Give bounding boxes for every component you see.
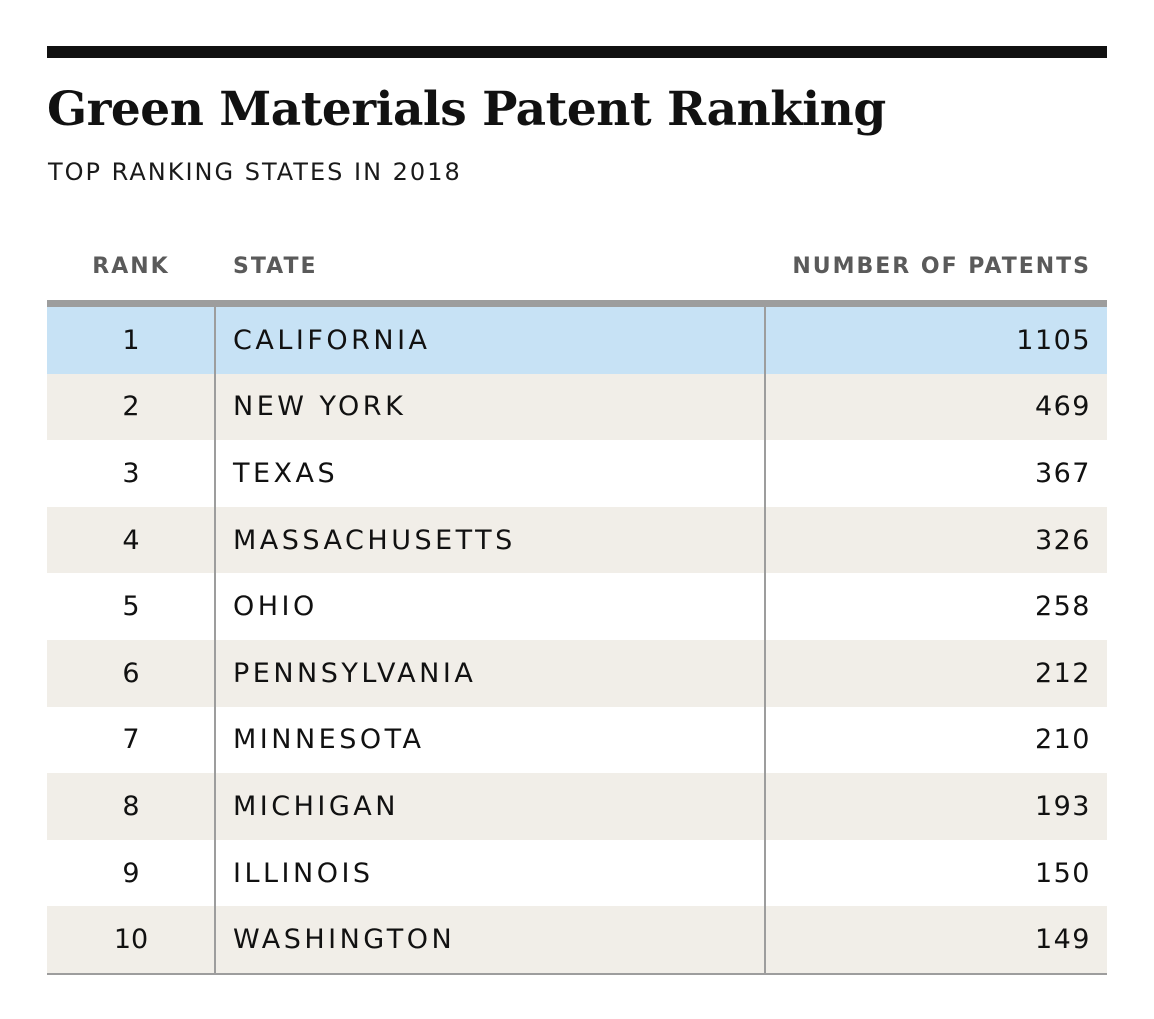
table-row: 1 CALIFORNIA 1105 — [47, 307, 1107, 374]
rank-cell: 1 — [122, 324, 140, 356]
state-cell: WASHINGTON — [233, 924, 456, 956]
table-row: 3 TEXAS 367 — [47, 440, 1107, 507]
rank-cell: 10 — [113, 924, 149, 956]
state-cell: MINNESOTA — [233, 724, 425, 756]
patents-cell: 258 — [1034, 591, 1091, 623]
top-rule — [47, 46, 1107, 58]
table-row: 8 MICHIGAN 193 — [47, 773, 1107, 840]
table-body: 1 CALIFORNIA 1105 2 NEW YORK 469 3 TEXAS 367 4 MAS… — [47, 307, 1107, 973]
state-cell: ILLINOIS — [233, 857, 374, 889]
rank-cell: 6 — [122, 657, 140, 689]
column-header-rank: RANK — [92, 254, 170, 279]
table-row: 9 ILLINOIS 150 — [47, 839, 1107, 907]
column-divider-state-patents — [764, 307, 766, 973]
state-cell: NEW YORK — [233, 391, 407, 423]
state-cell: CALIFORNIA — [233, 324, 431, 356]
rank-cell: 3 — [122, 457, 140, 489]
state-cell: OHIO — [233, 591, 318, 623]
table-header: RANK STATE NUMBER OF PATENTS — [47, 240, 1107, 300]
header-rule — [47, 300, 1107, 307]
table-row: 2 NEW YORK 469 — [47, 373, 1107, 441]
patents-cell: 367 — [1034, 457, 1091, 489]
state-cell: MICHIGAN — [233, 790, 399, 822]
state-cell: MASSACHUSETTS — [233, 524, 516, 556]
patents-cell: 326 — [1034, 524, 1091, 556]
table-row: 10 WASHINGTON 149 — [47, 906, 1107, 973]
rank-cell: 7 — [122, 724, 140, 756]
bottom-rule — [47, 972, 1107, 975]
table-row: 5 OHIO 258 — [47, 573, 1107, 640]
patents-cell: 210 — [1034, 724, 1091, 756]
patents-cell: 212 — [1034, 657, 1091, 689]
table-row: 7 MINNESOTA 210 — [47, 706, 1107, 774]
column-header-patents: NUMBER OF PATENTS — [792, 254, 1091, 279]
ranking-table: RANK STATE NUMBER OF PATENTS 1 CALIFORNIA… — [47, 240, 1107, 975]
table-row: 6 PENNSYLVANIA 212 — [47, 639, 1107, 707]
page-title: Green Materials Patent Ranking — [47, 82, 886, 137]
patents-cell: 193 — [1034, 790, 1091, 822]
rank-cell: 9 — [122, 857, 140, 889]
rank-cell: 2 — [122, 391, 140, 423]
table-row: 4 MASSACHUSETTS 326 — [47, 506, 1107, 574]
state-cell: TEXAS — [233, 457, 339, 489]
rank-cell: 4 — [122, 524, 140, 556]
rank-cell: 8 — [122, 790, 140, 822]
page-subtitle: TOP RANKING STATES IN 2018 — [48, 158, 462, 186]
column-header-state: STATE — [233, 254, 318, 279]
column-divider-rank-state — [214, 307, 216, 973]
patents-cell: 469 — [1034, 391, 1091, 423]
state-cell: PENNSYLVANIA — [233, 657, 477, 689]
rank-cell: 5 — [122, 591, 140, 623]
patents-cell: 150 — [1034, 857, 1091, 889]
patents-cell: 149 — [1034, 924, 1091, 956]
patents-cell: 1105 — [1016, 324, 1091, 356]
